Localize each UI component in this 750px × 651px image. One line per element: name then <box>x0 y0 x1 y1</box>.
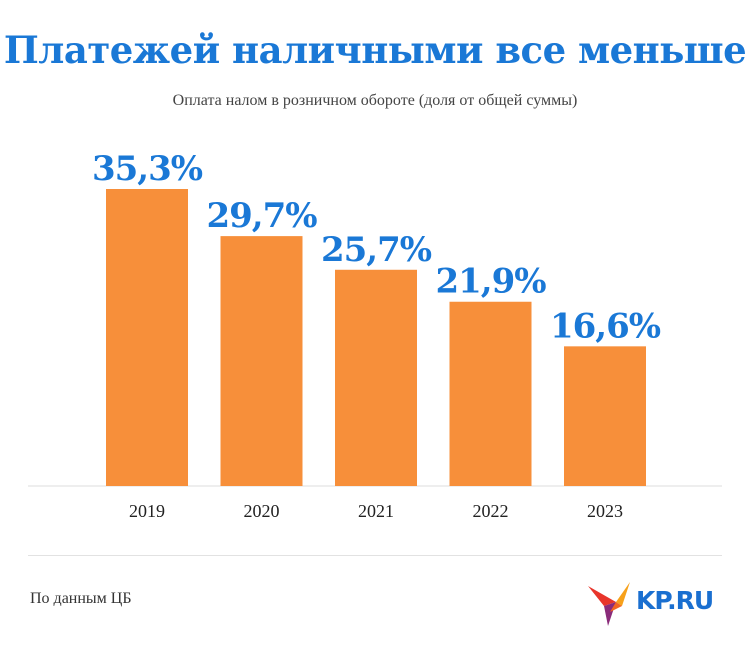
logo-text: KP.RU <box>636 586 714 615</box>
x-tick-label-2019: 2019 <box>129 501 165 521</box>
chart-title: Платежей наличными все меньше <box>3 28 747 72</box>
kp-logo: KP.RU <box>586 580 726 630</box>
bar-2019 <box>106 189 188 486</box>
x-tick-label-2022: 2022 <box>473 501 509 521</box>
value-label-2019: 35,3% <box>92 149 203 189</box>
value-label-2022: 21,9% <box>435 262 546 302</box>
value-label-2023: 16,6% <box>550 306 661 346</box>
bar-chart: 35,3% 2019 29,7% 2020 25,7% 2021 21,9% 2022 16,6… <box>28 149 722 521</box>
bar-2021 <box>335 269 417 486</box>
kp-bird-icon <box>588 582 630 626</box>
bar-2023 <box>564 346 646 486</box>
chart-subtitle: Оплата налом в розничном обороте (доля о… <box>172 92 578 109</box>
x-tick-label-2023: 2023 <box>587 501 623 521</box>
bar-2022 <box>449 301 532 486</box>
x-tick-label-2021: 2021 <box>358 501 394 521</box>
value-label-2021: 25,7% <box>321 230 432 270</box>
value-label-2020: 29,7% <box>206 196 317 236</box>
x-tick-label-2020: 2020 <box>244 501 280 521</box>
bar-2020 <box>220 236 303 486</box>
source-note: По данным ЦБ <box>30 590 132 607</box>
footer-divider <box>28 555 722 556</box>
